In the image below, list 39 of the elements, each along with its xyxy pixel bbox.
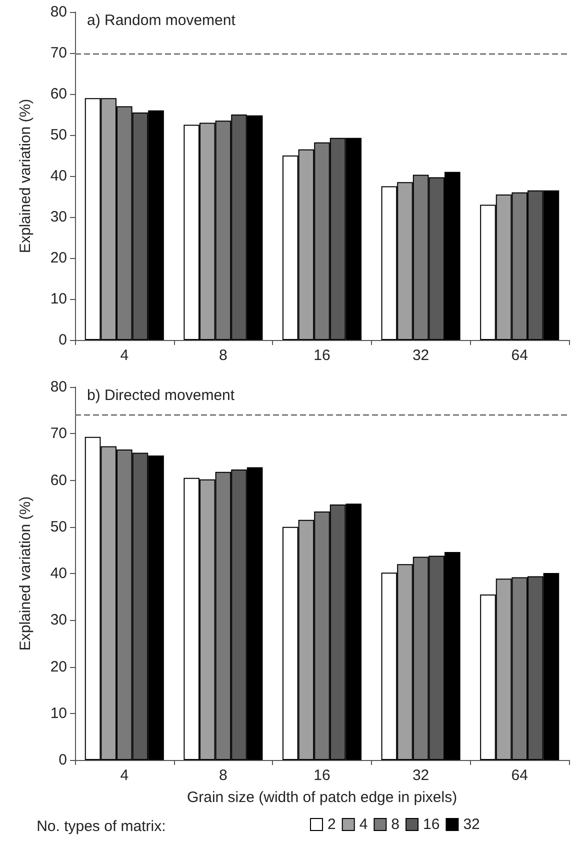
y-tick-label: 50 (50, 518, 67, 536)
x-tick-label: 8 (219, 347, 228, 364)
y-tick-label: 50 (50, 126, 67, 144)
y-tick-label: 70 (50, 44, 67, 62)
x-tick-label: 8 (219, 767, 228, 784)
y-tick-label: 0 (58, 752, 67, 768)
y-axis-title: Explained variation (%) (17, 496, 34, 651)
legend-label: 16 (423, 816, 440, 833)
x-tick-label: 4 (120, 347, 129, 364)
y-tick-label: 40 (50, 565, 67, 582)
y-tick-label: 60 (50, 472, 67, 489)
y-tick-label: 80 (50, 4, 67, 20)
y-tick-label: 10 (50, 290, 67, 308)
x-tick-label: 4 (120, 767, 129, 784)
y-tick-label: 80 (50, 378, 67, 396)
legend-label: 32 (463, 816, 480, 833)
y-tick-label: 20 (50, 250, 67, 266)
legend-label: 8 (391, 816, 400, 833)
y-tick-label: 0 (58, 332, 67, 348)
x-tick-label: 16 (314, 767, 330, 784)
y-tick-label: 30 (50, 612, 67, 629)
x-tick-label: 64 (511, 767, 528, 784)
y-tick-label: 10 (50, 704, 67, 722)
chart-title: b) Directed movement (87, 387, 236, 404)
y-tick-label: 30 (50, 208, 67, 226)
y-tick-label: 40 (50, 168, 67, 184)
chart-title: a) Random movement (87, 12, 236, 29)
x-tick-label: 16 (314, 347, 330, 364)
legend-title: No. types of matrix: (36, 818, 166, 835)
legend-label: 2 (328, 816, 336, 833)
x-tick-label: 32 (412, 767, 430, 784)
y-axis-title: Explained variation (%) (17, 98, 34, 254)
x-tick-label: 32 (412, 347, 430, 364)
y-tick-label: 60 (50, 86, 67, 102)
y-tick-label: 70 (50, 425, 67, 442)
legend-label: 4 (359, 816, 368, 833)
x-axis-title: Grain size (width of patch edge in pixels) (186, 789, 458, 806)
y-tick-label: 20 (50, 658, 67, 676)
x-tick-label: 64 (511, 347, 528, 364)
